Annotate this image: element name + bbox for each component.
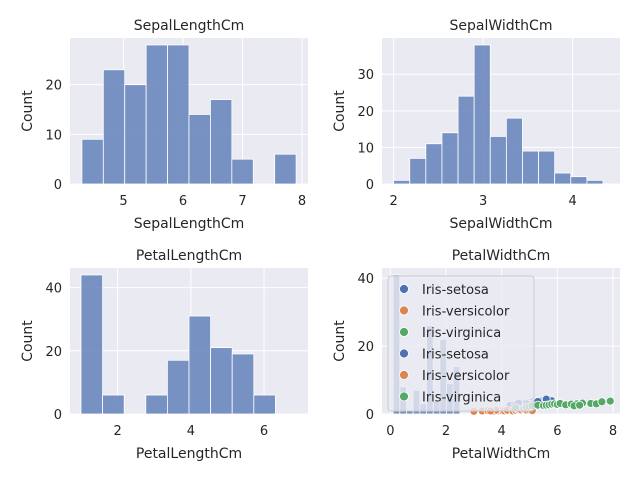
histogram-bar [253,394,276,415]
legend: Iris-setosa Iris-versicolor Iris-virginica… [387,275,535,412]
y-tick-label: 10 [45,128,62,143]
legend-marker [399,327,409,337]
x-tick-label: 6 [179,194,187,209]
x-tick-label: 6 [553,424,561,439]
legend-marker [399,348,409,359]
histogram-bar [409,157,427,185]
y-tick-label: 40 [357,272,374,287]
y-tick-label: 20 [45,345,62,360]
histogram-bar [81,138,104,185]
chart-panel-2: 2 3 4 0 10 20 30 SepalWidthCm SepalWidthCm Count [332,18,620,232]
histogram-bar [570,176,588,185]
x-tick-label: 3 [479,194,487,209]
histogram-bar [188,315,212,415]
chart-panel-4: 0 2 4 6 8 0 20 40 PetalWidthCm PetalWidthCm Count I… [332,248,620,462]
histogram-bar [554,172,572,185]
histogram-bar [166,359,190,415]
histogram-bar [505,117,523,185]
histogram-bar [145,394,168,415]
histogram-bar [124,84,147,185]
x-tick-label: 8 [298,194,306,209]
scatter-point [605,396,615,406]
x-axis-label: SepalLengthCm [134,216,245,232]
y-axis-label: Count [20,90,36,132]
legend-box [387,275,535,412]
histogram-bar [231,158,254,185]
x-tick-label: 0 [386,424,394,439]
legend-label: Iris-setosa [422,348,489,363]
y-tick-label: 10 [357,141,374,156]
legend-label: Iris-setosa [422,283,489,298]
x-axis-label: PetalLengthCm [136,446,242,462]
histogram-bar [231,353,255,415]
scatter-point [575,400,585,410]
x-tick-label: 4 [187,424,195,439]
legend-marker [399,391,409,402]
histogram-bar [586,179,604,185]
x-tick-label: 4 [568,194,576,209]
y-tick-label: 0 [54,178,62,193]
chart-panel-1: 5 6 7 8 0 10 20 SepalLengthCm SepalLengthCm Count [20,18,308,232]
x-tick-label: 5 [119,194,127,209]
legend-marker [399,284,409,294]
histogram-bar [102,394,125,415]
x-axis-label: PetalWidthCm [452,446,551,462]
chart-panel-3: 2 4 6 0 20 40 PetalLengthCm PetalLengthCm Count [20,248,308,462]
chart-title: PetalLengthCm [136,248,242,264]
y-tick-label: 40 [45,282,62,297]
y-tick-label: 20 [357,105,374,120]
legend-label: Iris-versicolor [422,305,510,320]
legend-marker [399,305,409,316]
x-tick-label: 4 [498,424,506,439]
histogram-bar [145,44,168,185]
histogram-bar [393,179,411,185]
histogram-bar [473,44,491,185]
histogram-bar [274,153,297,185]
legend-label: Iris-virginica [422,326,501,341]
x-tick-label: 2 [442,424,450,439]
y-tick-label: 0 [54,408,62,423]
y-tick-label: 0 [366,408,374,423]
legend-label: Iris-versicolor [422,369,510,384]
x-tick-label: 6 [260,424,268,439]
histogram-bar [188,114,211,185]
y-axis-label: Count [332,320,348,362]
y-tick-label: 30 [357,68,374,83]
chart-title: SepalWidthCm [450,18,553,34]
histogram-bar [210,99,233,185]
chart-title: SepalLengthCm [134,18,245,34]
x-tick-label: 8 [609,424,617,439]
chart-title: PetalWidthCm [452,248,551,264]
histogram-bar [425,143,443,185]
histogram-bar [538,150,556,185]
histogram-bar [457,95,475,185]
histogram-bar [489,136,507,185]
x-tick-label: 2 [389,194,397,209]
histogram-bar [80,274,103,415]
histogram-bar [210,347,233,415]
scatter-point [597,397,607,407]
x-axis-label: SepalWidthCm [450,216,553,232]
x-tick-label: 7 [238,194,246,209]
x-tick-label: 2 [113,424,121,439]
y-tick-label: 20 [357,340,374,355]
histogram-bar [522,150,539,185]
y-tick-label: 20 [45,79,62,94]
y-axis-label: Count [20,320,36,362]
y-axis-label: Count [332,90,348,132]
histogram-bar [102,69,126,185]
legend-label: Iris-virginica [422,391,501,406]
y-tick-label: 0 [366,178,374,193]
histogram-bar [441,132,459,185]
legend-marker [399,370,409,380]
histogram-bar [167,44,190,185]
